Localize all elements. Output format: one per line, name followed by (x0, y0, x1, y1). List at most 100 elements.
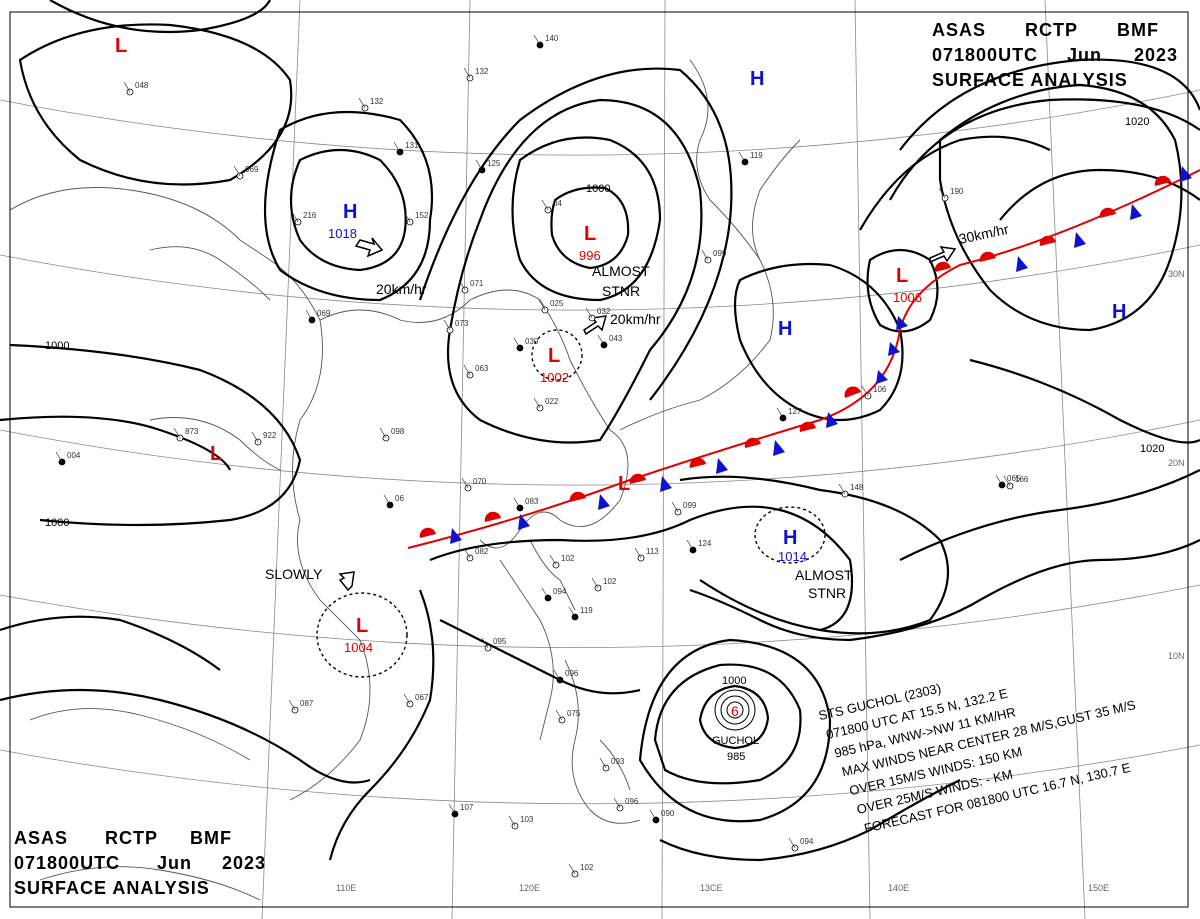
front-symbols (419, 166, 1192, 544)
typhoon-pressure: 985 (727, 751, 745, 763)
station-value: 06 (395, 494, 404, 503)
footer-bmf: BMF (190, 828, 232, 848)
station-value: 071 (470, 279, 484, 288)
wind-barb (613, 797, 621, 809)
typhoon-symbol-icon: 6 (731, 703, 739, 719)
station-value: 140 (545, 34, 559, 43)
station-value: 107 (460, 803, 474, 812)
station-value: 127 (788, 407, 802, 416)
typhoon-name: GUCHOL (712, 735, 759, 747)
wind-barb (861, 385, 869, 397)
wind-barb (555, 709, 563, 721)
station-value: 073 (455, 319, 469, 328)
station-value: 098 (391, 427, 405, 436)
stnr-label: STNR (808, 585, 846, 601)
wind-barb (938, 187, 946, 199)
station-value: 166 (1015, 475, 1029, 484)
header-top: ASAS RCTP BMF 071800UTC Jun 2023 SURFACE… (932, 20, 1177, 90)
station-plots: 140 132 132 131 216 152 125 04 069 069 071 073 030 02… (55, 34, 1029, 878)
station-value: 065 (1007, 474, 1021, 483)
almost-label: ALMOST (592, 263, 650, 279)
station-value: 063 (475, 364, 489, 373)
low-value: 1002 (540, 370, 569, 385)
station-value: 032 (597, 307, 611, 316)
low-symbol: L (896, 265, 908, 287)
wind-barb (475, 159, 483, 171)
header-time: 071800UTC (932, 45, 1038, 65)
low-value: 1006 (893, 290, 922, 305)
lon-label: 150E (1088, 883, 1109, 893)
low-symbol: L (584, 223, 596, 245)
footer-asas: ASAS (14, 828, 68, 848)
station-value: 090 (661, 809, 675, 818)
station-value: 132 (370, 97, 384, 106)
high-symbol: H (783, 527, 797, 549)
slowly-label: SLOWLY (265, 566, 323, 582)
wind-barb (553, 669, 561, 681)
station-value: 095 (493, 637, 507, 646)
wind-barb (233, 165, 241, 177)
isobar-labels: 1000 1000 1000 1020 1020 1000 (45, 116, 1164, 687)
wind-barb (463, 67, 471, 79)
wind-barb (701, 249, 709, 261)
high-symbol: H (778, 318, 792, 340)
low-symbol: L (210, 443, 222, 465)
isobar-value: 1000 (45, 340, 69, 352)
station-value: 094 (553, 587, 567, 596)
wind-barb (686, 539, 694, 551)
lon-label: 120E (519, 883, 540, 893)
station-value: 106 (873, 385, 887, 394)
station-value: 069 (317, 309, 331, 318)
station-value: 119 (580, 606, 593, 615)
station-value: 082 (475, 547, 489, 556)
station-value: 102 (580, 863, 594, 872)
wind-barb (599, 757, 607, 769)
isobar-value: 1000 (45, 517, 69, 529)
footer-month: Jun (157, 853, 192, 873)
wind-barb (173, 427, 181, 439)
isobar-value: 1000 (586, 183, 610, 195)
wind-barb (649, 809, 657, 821)
wind-barb (458, 279, 466, 291)
lat-label: 10N (1168, 651, 1185, 661)
wind-barb (288, 699, 296, 711)
station-value: 216 (303, 211, 317, 220)
station-value: 099 (683, 501, 697, 510)
wind-barb (541, 587, 549, 599)
wind-barb (305, 309, 313, 321)
station-value: 148 (850, 483, 864, 492)
wind-barb (508, 815, 516, 827)
isobar-value: 1020 (1140, 443, 1164, 455)
wind-barb (1003, 475, 1011, 487)
wind-barb (251, 431, 259, 443)
station-value: 119 (750, 151, 763, 160)
wind-barb (463, 547, 471, 559)
station-value: 132 (475, 67, 489, 76)
lat-label: 20N (1168, 458, 1185, 468)
wind-barb (123, 81, 131, 93)
dashed-contours (316, 329, 826, 678)
station-value: 103 (520, 815, 534, 824)
high-value: 1014 (778, 549, 807, 564)
isobars (0, 0, 1200, 862)
station-value: 030 (525, 337, 539, 346)
station-value: 922 (263, 431, 277, 440)
station-value: 083 (525, 497, 539, 506)
station-value: 069 (245, 165, 259, 174)
header-month: Jun (1067, 45, 1102, 65)
wind-barb (541, 199, 549, 211)
wind-barb (838, 483, 846, 495)
high-value: 1018 (328, 226, 357, 241)
station-value: 096 (565, 669, 579, 678)
high-symbol: H (750, 68, 764, 90)
station-value: 093 (611, 757, 625, 766)
low-symbol: L (618, 473, 630, 495)
station-value: 070 (473, 477, 487, 486)
header-rctp: RCTP (1025, 20, 1078, 40)
station-value: 873 (185, 427, 199, 436)
low-value: 996 (579, 248, 601, 263)
typhoon-center: 6 GUCHOL 985 (712, 703, 759, 763)
station-value: 087 (300, 699, 314, 708)
station-value: 094 (800, 837, 814, 846)
